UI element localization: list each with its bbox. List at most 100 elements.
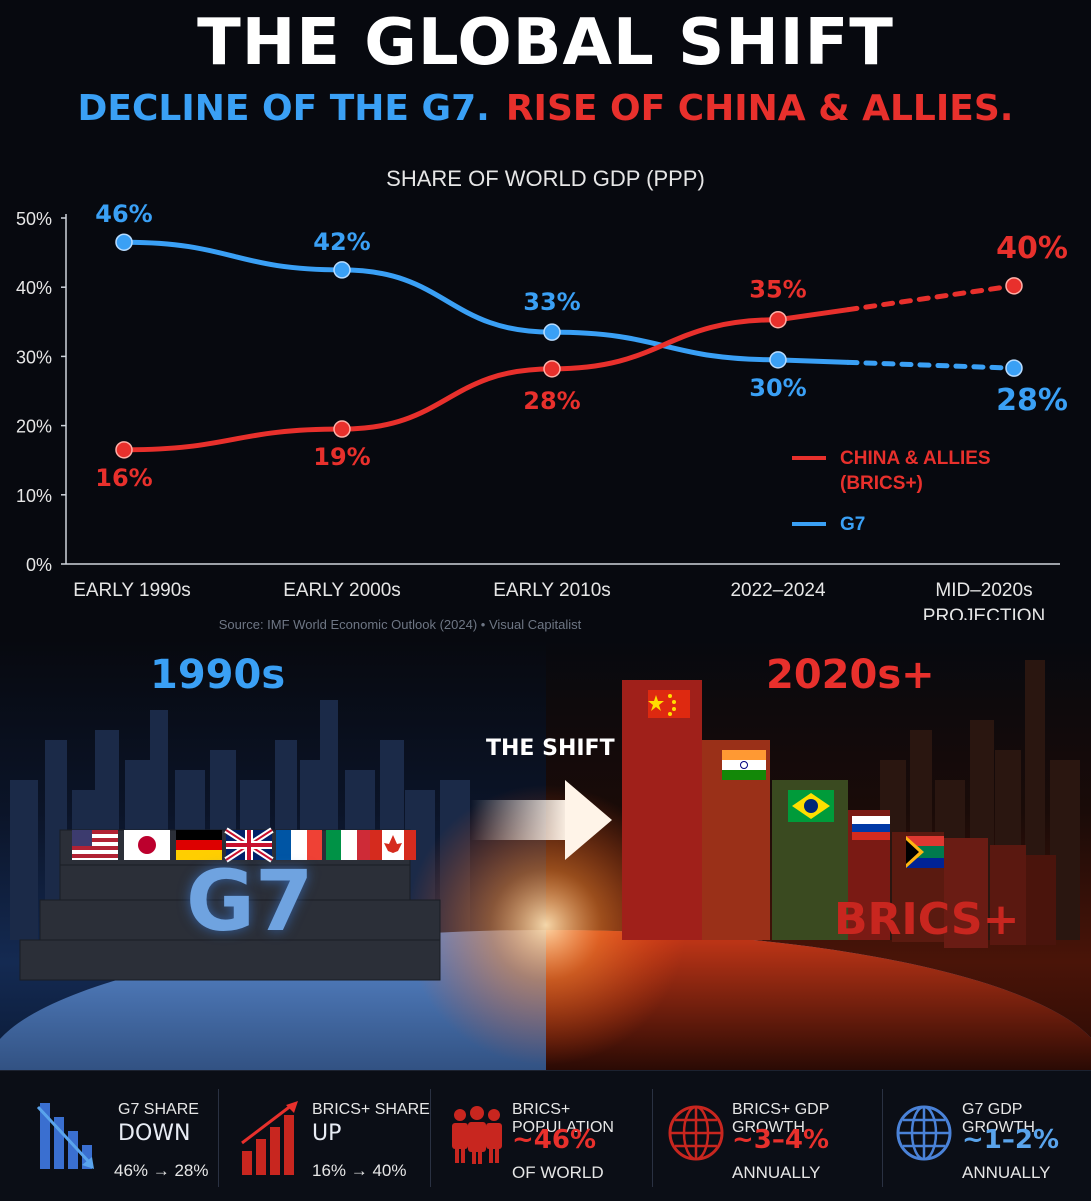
y-tick-label: 10% [16, 486, 52, 506]
g7-data-point [1005, 359, 1023, 377]
stat-brics-growth: BRICS+ GDP GROWTH ~3–4% ANNUALLY [654, 1071, 882, 1201]
stat-g7-share-label: G7 SHARE [118, 1101, 199, 1118]
x-tick-label: PROJECTION [923, 606, 1045, 620]
y-tick-label: 30% [16, 347, 52, 367]
g7-data-label: 28% [996, 383, 1068, 418]
g7-data-label: 46% [95, 200, 152, 228]
chart-source: Source: IMF World Economic Outlook (2024… [218, 617, 582, 632]
gdp-share-line-chart: 0% 10% 20% 30% 40% 50% EARLY 1990s EARLY 2000s E… [16, 200, 1068, 620]
subtitle-g7-decline: DECLINE OF THE G7. [77, 88, 490, 129]
g7-data-label: 42% [313, 228, 370, 256]
stat-brics-population-sub: OF WORLD [512, 1163, 604, 1182]
g7-projection-line [845, 359, 1017, 371]
g7-data-point [769, 351, 787, 369]
stat-brics-population: BRICS+ POPULATION ~46% OF WORLD [432, 1071, 652, 1201]
g7-block-label: G7 [186, 852, 314, 950]
brics-data-label: 35% [749, 276, 806, 304]
shift-arrow-icon [470, 780, 612, 860]
era-2020s-label: 2020s+ [766, 652, 935, 698]
y-tick-label: 40% [16, 278, 52, 298]
japan-flag [124, 830, 170, 860]
g7-stone-steps [19, 829, 441, 981]
brics-data-label: 16% [95, 464, 152, 492]
g7-data-point [543, 323, 561, 341]
g7-series-line [121, 239, 851, 365]
stat-brics-share: BRICS+ SHARE UP 16% → 40% [220, 1071, 430, 1201]
brics-data-label: 40% [996, 231, 1068, 266]
stat-g7-growth-label: G7 GDP GROWTH [962, 1101, 1035, 1136]
bar-chart-down-icon [36, 1103, 94, 1169]
globe-blue-icon [896, 1105, 952, 1161]
stat-g7-share-value: DOWN [118, 1121, 191, 1146]
stat-brics-share-value: UP [312, 1121, 342, 1146]
italy-flag [326, 830, 372, 860]
germany-flag [176, 830, 222, 860]
earth-right-icon [546, 930, 1091, 1070]
stat-brics-population-label: BRICS+ POPULATION [512, 1101, 614, 1136]
page-title: THE GLOBAL SHIFT [197, 6, 894, 80]
header: THE GLOBAL SHIFT DECLINE OF THE G7. RISE … [0, 0, 1091, 160]
x-tick-label: EARLY 1990s [73, 580, 191, 601]
brics-series-line [121, 307, 851, 453]
usa-flag [72, 830, 118, 860]
stat-brics-share-label: BRICS+ SHARE [312, 1101, 430, 1118]
south-africa-flag [906, 836, 944, 868]
stat-g7-share-range: 46% → 28% [114, 1161, 209, 1180]
uk-flag [224, 827, 274, 863]
india-flag [722, 750, 766, 780]
brics-data-point [1005, 277, 1023, 295]
brics-data-label: 19% [313, 443, 370, 471]
brics-data-point [115, 441, 133, 459]
globe-red-icon [668, 1105, 724, 1161]
shift-illustration: 1990s 2020s+ THE SHIFT G7 BRICS+ [0, 640, 1091, 1070]
stat-g7-growth-value: ~1–2% [962, 1125, 1060, 1155]
chart-title: SHARE OF WORLD GDP (PPP) [386, 166, 705, 191]
era-1990s-label: 1990s [150, 652, 286, 698]
g7-data-point [333, 261, 351, 279]
stat-g7-growth-sub: ANNUALLY [962, 1163, 1051, 1182]
brics-data-point [769, 310, 787, 329]
stat-brics-growth-value: ~3–4% [732, 1125, 830, 1155]
stat-brics-growth-label: BRICS+ GDP GROWTH [732, 1101, 830, 1136]
brics-block-label: BRICS+ [834, 894, 1020, 945]
divider [218, 1089, 219, 1187]
x-tick-label: EARLY 2010s [493, 580, 611, 601]
bar-chart-up-icon [241, 1101, 298, 1175]
g7-data-label: 30% [749, 374, 806, 402]
y-tick-label: 0% [26, 555, 52, 575]
stat-g7-share: G7 SHARE DOWN 46% → 28% [0, 1071, 215, 1201]
brics-data-point [333, 420, 351, 438]
divider [882, 1089, 883, 1187]
scene-art [0, 660, 1091, 1070]
stat-brics-growth-sub: ANNUALLY [732, 1163, 821, 1182]
g7-data-point [115, 233, 133, 251]
subtitle-china-rise: RISE OF CHINA & ALLIES. [505, 88, 1014, 129]
g7-data-label: 33% [523, 288, 580, 316]
shift-label: THE SHIFT [486, 736, 615, 761]
france-flag [276, 830, 322, 860]
x-tick-label: MID–2020s [935, 580, 1032, 601]
brics-projection-line [845, 283, 1017, 313]
china-flag [648, 690, 690, 718]
brics-data-point [543, 360, 561, 378]
legend-brics-label: (BRICS+) [840, 473, 923, 494]
divider [430, 1089, 431, 1187]
russia-flag [852, 816, 890, 840]
brics-pillars [622, 680, 1056, 948]
stats-footer: G7 SHARE DOWN 46% → 28% BRICS+ SHARE UP … [0, 1070, 1091, 1201]
brics-data-label: 28% [523, 387, 580, 415]
legend-g7-label: G7 [840, 514, 865, 535]
brazil-flag [788, 790, 834, 822]
y-tick-label: 50% [16, 209, 52, 229]
population-icon [452, 1106, 502, 1164]
y-tick-label: 20% [16, 417, 52, 437]
divider [652, 1089, 653, 1187]
x-tick-label: EARLY 2000s [283, 580, 401, 601]
legend-brics-label: CHINA & ALLIES [840, 448, 991, 469]
stat-brics-population-value: ~46% [512, 1125, 597, 1155]
stat-brics-share-range: 16% → 40% [312, 1161, 407, 1180]
page-subtitle: DECLINE OF THE G7. RISE OF CHINA & ALLIES… [0, 88, 1091, 129]
canada-flag [370, 830, 416, 860]
stat-g7-growth: G7 GDP GROWTH ~1–2% ANNUALLY [884, 1071, 1091, 1201]
x-tick-label: 2022–2024 [730, 580, 826, 601]
